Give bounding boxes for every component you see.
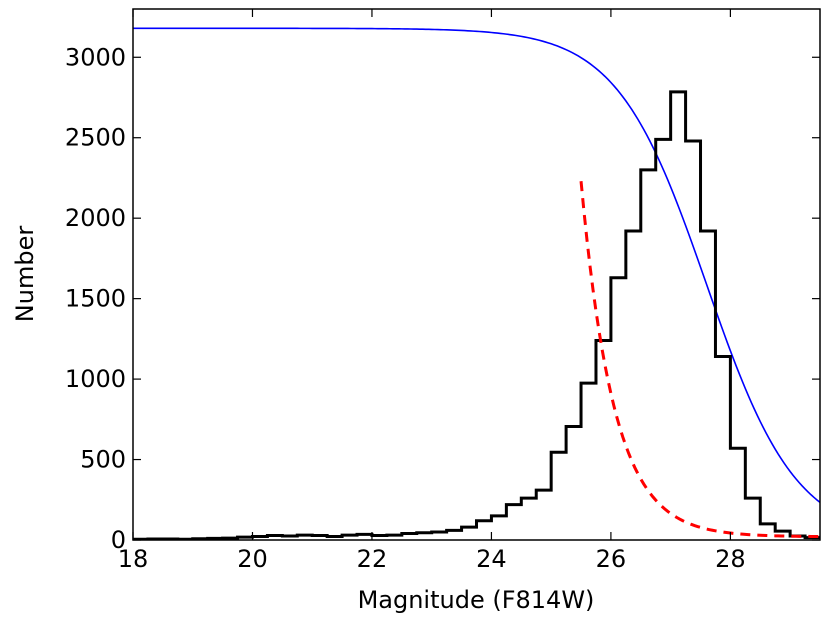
histogram-bin [462,527,477,540]
x-tick-label: 24 [476,545,507,573]
y-axis-label: Number [11,226,39,323]
completeness-curve [133,27,820,503]
histogram-bin [551,452,566,540]
y-tick-label: 2500 [65,124,126,152]
histogram-bin [596,340,611,540]
histogram-bin [626,231,641,540]
histogram-bin [656,139,671,540]
plot-frame [132,8,821,541]
x-tick-label: 26 [596,545,627,573]
histogram-bin [701,231,716,540]
histogram-bin [671,92,686,540]
histogram-bin [402,534,417,540]
y-tick-label: 3000 [65,43,126,71]
histogram-bin [357,534,372,540]
histogram-bin [566,427,581,540]
x-tick-label: 20 [237,545,268,573]
histogram-bin [686,141,701,540]
y-tick-label: 1000 [65,365,126,393]
histogram-bin [477,521,492,540]
histogram-bin [536,490,551,540]
x-tick-label: 18 [118,545,149,573]
y-tick-label: 2000 [65,204,126,232]
x-tick-label: 22 [357,545,388,573]
fit-curve [579,181,820,539]
histogram-bin [417,533,432,540]
histogram-bin [715,357,730,540]
histogram-bin [521,498,536,540]
x-tick-label: 28 [715,545,746,573]
histogram-bin [491,516,506,540]
y-tick-label: 1500 [65,285,126,313]
y-tick-label: 500 [80,446,126,474]
histogram-bin [432,532,447,540]
y-tick-label: 0 [111,526,126,554]
histogram-bin [730,448,745,540]
histogram-bin [581,383,596,540]
x-axis-label: Magnitude (F814W) [358,586,595,614]
histogram-bin [447,530,462,540]
histogram-bin [506,505,521,540]
histogram-bin [760,524,775,540]
